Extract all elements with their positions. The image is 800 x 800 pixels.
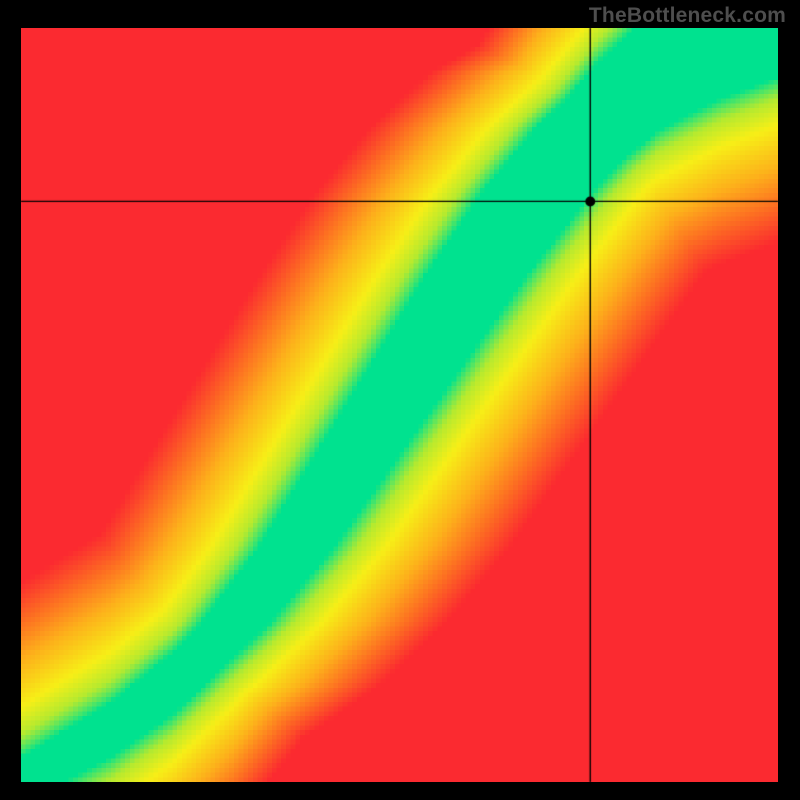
crosshair-overlay — [0, 0, 800, 800]
chart-container: TheBottleneck.com — [0, 0, 800, 800]
watermark-text: TheBottleneck.com — [589, 4, 786, 28]
